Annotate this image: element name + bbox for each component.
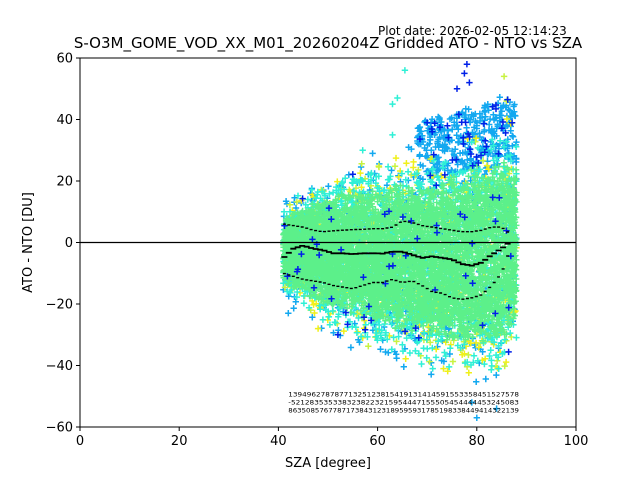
stats-text: 1394962787877132512381541913141459155335…: [288, 391, 519, 414]
stats-row: 8635085767787173843123189595931785198338…: [288, 407, 519, 414]
stats-row: 1394962787877132512381541913141459155335…: [288, 391, 519, 398]
plot-date: Plot date: 2026-02-05 12:14:23: [378, 24, 567, 38]
x-tick-label: 60: [369, 434, 386, 449]
stats-lower-line: [282, 255, 510, 300]
y-tick-label: −20: [46, 298, 73, 313]
x-tick-label: 80: [469, 434, 486, 449]
x-tick-label: 20: [171, 434, 188, 449]
x-axis-label: SZA [degree]: [285, 456, 371, 471]
x-tick-label: 40: [270, 434, 287, 449]
y-tick-label: 20: [56, 175, 73, 190]
stats-mean-line: [281, 242, 511, 267]
scatter-points: [280, 61, 520, 421]
x-tick-label: 100: [564, 434, 589, 449]
x-tick-label: 0: [76, 434, 84, 449]
y-tick-label: 0: [65, 236, 73, 251]
y-tick-label: 40: [56, 113, 73, 128]
axes: 0 20 40 60 80 100 −60 −40 −20 0 20 40 60: [46, 52, 589, 450]
stats-markers: [281, 220, 511, 300]
y-axis-label: ATO - NTO [DU]: [21, 192, 36, 293]
y-tick-label: −40: [46, 359, 73, 374]
y-tick-label: 60: [56, 52, 73, 67]
chart-title: S-O3M_GOME_VOD_XX_M01_20260204Z Gridded …: [73, 34, 583, 52]
y-tick-label: −60: [46, 421, 73, 436]
scatter-series-blue: [281, 61, 516, 356]
scatter-series-dense: [280, 159, 520, 344]
stats-upper-line: [282, 220, 510, 233]
stats-row: -521283535338323822321595444715550545444…: [288, 399, 519, 406]
